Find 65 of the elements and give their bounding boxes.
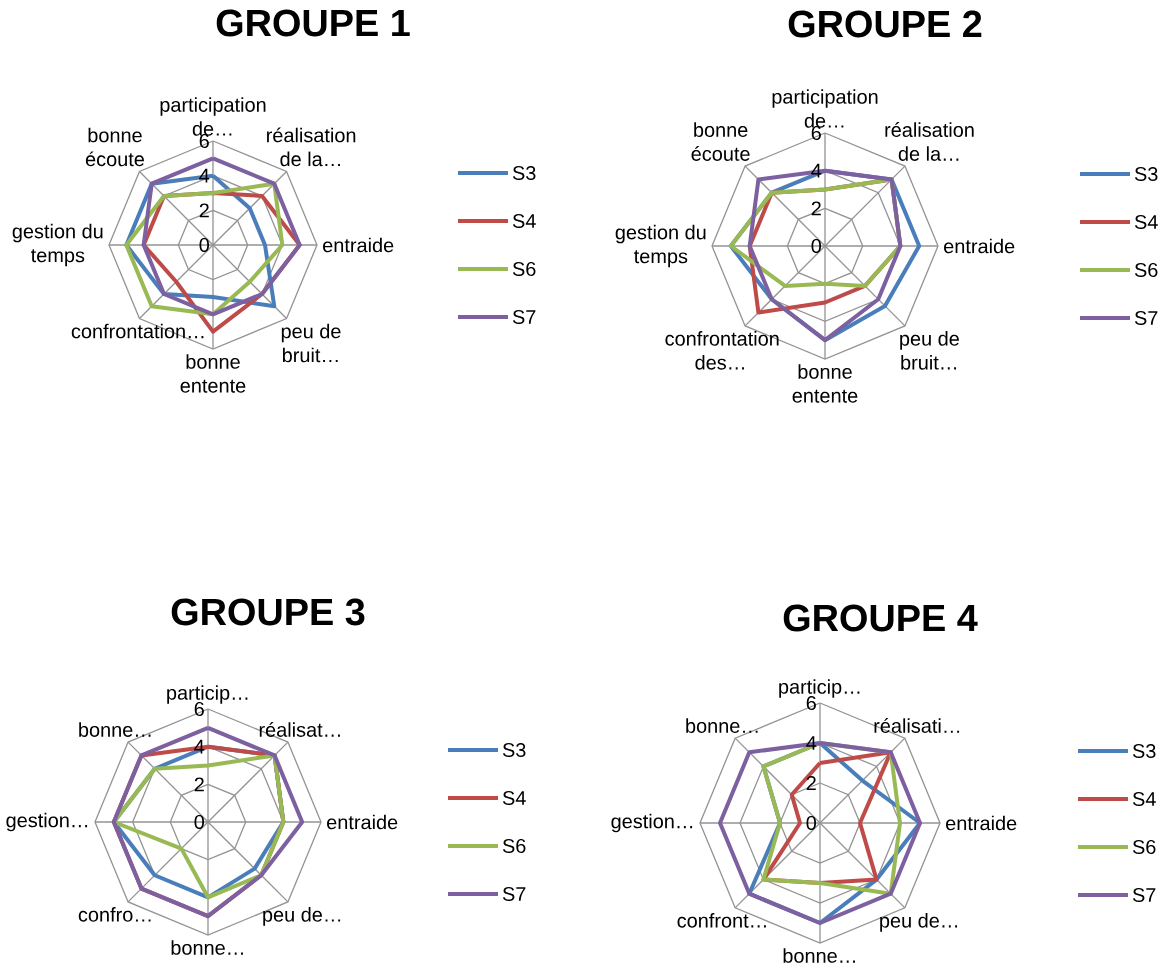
spoke-label: bonne… [79,722,151,737]
spoke-label: gestion du temps [615,224,706,268]
spoke-label: réalisat… [259,722,340,737]
y-tick-label: 2 [806,776,816,790]
y-tick-label: 6 [806,695,816,711]
spoke-label: confro… [78,907,151,922]
y-tick-label: 0 [199,237,210,253]
spoke-label: confrontation des… [665,331,779,370]
legend-label: S4 [512,213,536,229]
spoke-label: bonne écoute [691,122,750,161]
y-tick-label: 0 [806,815,817,831]
spoke-label: réalisati… [874,718,960,733]
spoke-label: peu de bruit… [900,331,959,370]
spoke-label: bonne écoute [85,127,144,167]
y-tick-label: 0 [811,238,822,254]
spoke-label: particip… [779,679,860,698]
y-tick-label: 6 [199,133,209,149]
legend-label: S3 [1132,743,1156,759]
spoke-label: bonne entente [180,354,246,393]
spoke-label: peu de… [263,907,341,926]
y-tick-label: 6 [811,125,821,141]
spoke-label: entraide [946,815,1017,831]
spoke-label: participation de… [772,89,878,128]
y-tick-label: 2 [199,203,209,218]
spoke-label: bonne… [686,718,758,733]
spoke-label: participation de… [160,97,266,136]
spoke-label: bonne entente [792,364,858,403]
legend-label: S6 [502,838,526,854]
spoke-label: bonne… [783,948,855,963]
y-tick-label: 2 [194,777,204,792]
legend-label: S6 [1134,262,1158,278]
legend-label: S6 [512,261,536,277]
spoke-label: bonne… [171,940,243,955]
spoke-label: confront… [677,913,766,928]
spoke-label: réalisation de la… [267,127,356,167]
chart-title: GROUPE 1 [216,9,410,37]
spoke-label: peu de… [880,913,958,932]
chart-title: GROUPE 3 [171,598,365,626]
legend-label: S4 [1132,791,1156,807]
legend-label: S7 [502,886,526,902]
spoke-label: peu de bruit… [281,323,341,363]
spoke-label: particip… [167,685,248,704]
legend-label: S3 [1134,166,1158,182]
spoke-label: réalisation de la… [885,122,974,161]
chart-title: GROUPE 4 [783,604,978,632]
legend-label: S7 [1134,310,1158,326]
legend-label: S6 [1132,839,1156,855]
spoke-label: confrontation… [71,323,204,339]
y-tick-label: 6 [194,701,204,717]
spoke-label: gestion… [6,812,88,832]
spoke-label: gestion du temps [12,223,103,267]
legend-label: S4 [502,790,526,806]
spoke-label: entraide [944,238,1015,254]
spoke-label: entraide [323,237,394,253]
y-tick-label: 2 [811,201,821,216]
chart-title: GROUPE 2 [788,10,982,38]
legend-label: S4 [1134,214,1158,230]
legend-label: S3 [502,742,526,758]
legend-label: S7 [512,309,536,325]
legend-label: S3 [512,165,536,181]
y-tick-label: 4 [199,168,210,183]
legend-label: S7 [1132,887,1156,903]
spoke-label: entraide [327,814,398,830]
y-tick-label: 0 [194,814,205,830]
spoke-label: gestion… [611,813,693,833]
